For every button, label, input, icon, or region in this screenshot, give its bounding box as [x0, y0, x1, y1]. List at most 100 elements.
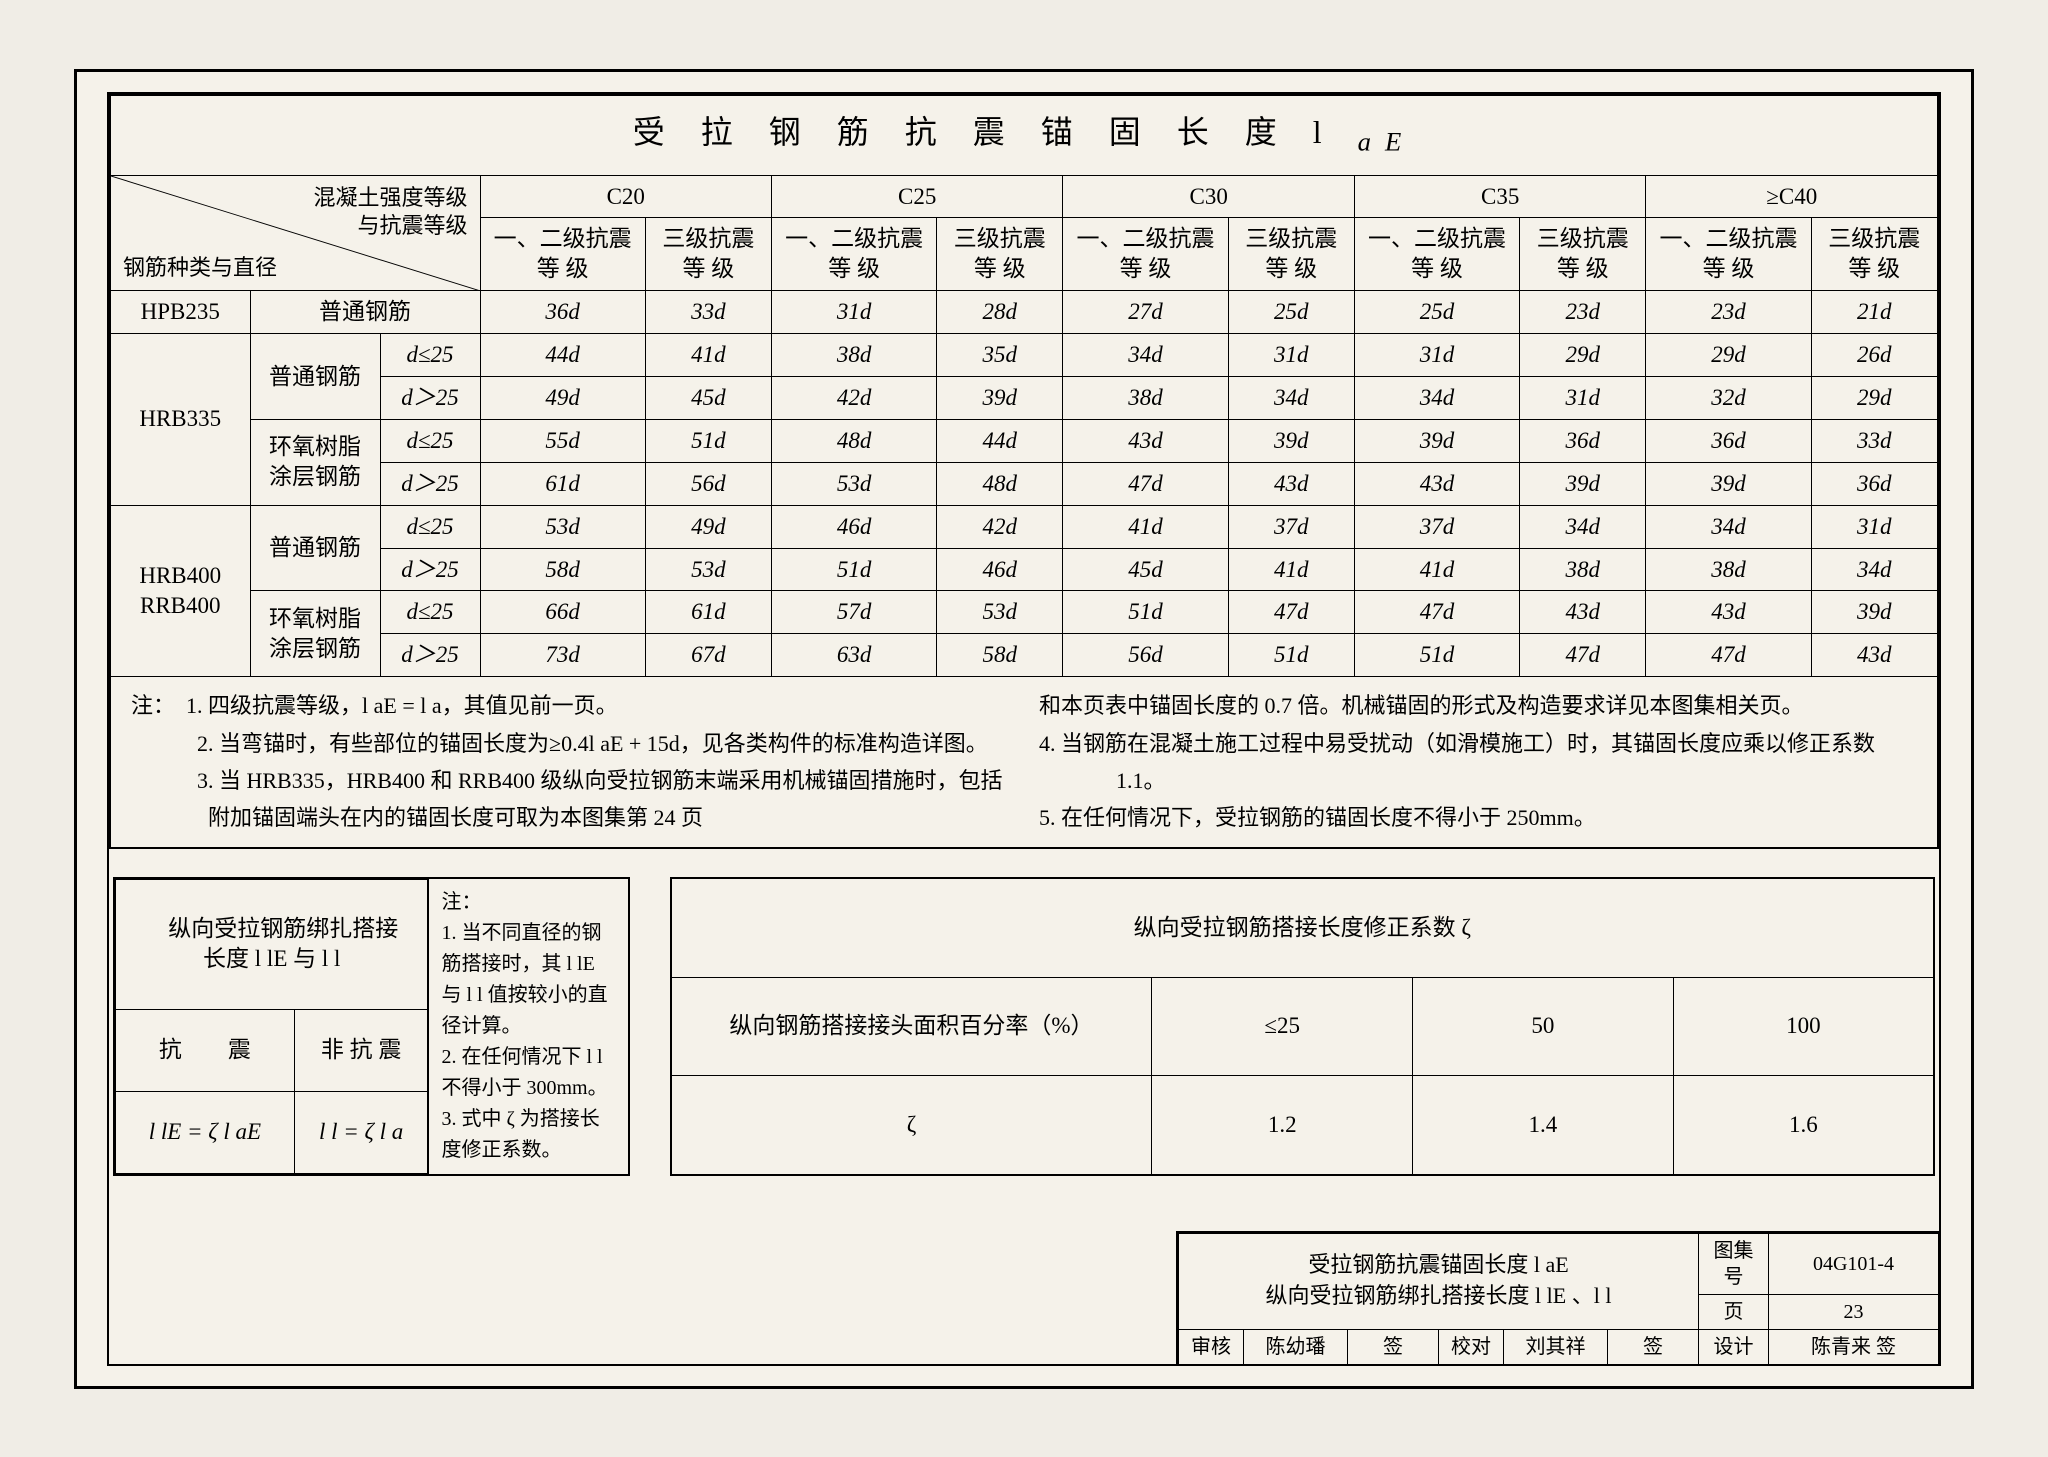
- anchorage-value: 39d: [1811, 591, 1938, 634]
- splice-formula-1: l lE = ζ l aE: [116, 1091, 295, 1173]
- anchorage-value: 51d: [771, 548, 936, 591]
- rebar-grade: HRB335: [110, 334, 250, 506]
- splice-length-table: 纵向受拉钢筋绑扎搭接长度 l lE 与 l l 抗 震 非 抗 震 l lE =…: [113, 877, 630, 1176]
- diameter-range: d≤25: [380, 505, 480, 548]
- anchorage-value: 47d: [1228, 591, 1354, 634]
- splice-note-item: 2. 在任何情况下 l l 不得小于 300mm。: [441, 1042, 615, 1104]
- anchorage-value: 67d: [645, 634, 771, 677]
- anchorage-value: 38d: [1063, 377, 1228, 420]
- anchorage-value: 44d: [480, 334, 645, 377]
- anchorage-value: 51d: [1354, 634, 1519, 677]
- anchorage-value: 32d: [1646, 377, 1811, 420]
- anchorage-value: 34d: [1811, 548, 1938, 591]
- anchorage-value: 43d: [1646, 591, 1811, 634]
- splice-notes: 注：1. 当不同直径的钢筋搭接时，其 l lE 与 l l 值按较小的直径计算。…: [428, 879, 627, 1174]
- zeta-row2-label: ζ: [671, 1075, 1152, 1174]
- grade-c40: ≥C40: [1646, 175, 1938, 218]
- anchorage-value: 43d: [1811, 634, 1938, 677]
- anchorage-value: 43d: [1354, 462, 1519, 505]
- anchorage-value: 58d: [480, 548, 645, 591]
- anchorage-value: 55d: [480, 419, 645, 462]
- main-table-notes: 注： 1. 四级抗震等级，l aE = l a，其值见前一页。 2. 当弯锚时，…: [110, 677, 1938, 848]
- splice-note-item: 3. 式中 ζ 为搭接长度修正系数。: [441, 1104, 615, 1166]
- grade-c35: C35: [1354, 175, 1645, 218]
- anchorage-value: 29d: [1811, 377, 1938, 420]
- splice-note-item: 1. 当不同直径的钢筋搭接时，其 l lE 与 l l 值按较小的直径计算。: [441, 918, 615, 1042]
- anchorage-value: 43d: [1063, 419, 1228, 462]
- anchorage-value: 42d: [937, 505, 1063, 548]
- anchorage-value: 61d: [645, 591, 771, 634]
- anchorage-value: 34d: [1228, 377, 1354, 420]
- anchorage-value: 56d: [1063, 634, 1228, 677]
- anchorage-value: 51d: [1228, 634, 1354, 677]
- anchorage-value: 63d: [771, 634, 936, 677]
- anchorage-value: 34d: [1063, 334, 1228, 377]
- anchorage-value: 47d: [1063, 462, 1228, 505]
- anchorage-value: 73d: [480, 634, 645, 677]
- seismic-level-3: 三级抗震等 级: [937, 218, 1063, 291]
- rebar-type: 环氧树脂涂层钢筋: [250, 591, 380, 677]
- anchorage-value: 61d: [480, 462, 645, 505]
- note-item: 3. 当 HRB335，HRB400 和 RRB400 级纵向受拉钢筋末端采用机…: [131, 762, 1009, 837]
- splice-seismic-header: 抗 震: [116, 1009, 295, 1091]
- anchorage-value: 33d: [1811, 419, 1938, 462]
- zeta-pct-50: 50: [1413, 977, 1674, 1075]
- design-name: 陈青来 签: [1769, 1329, 1939, 1364]
- rebar-type: 环氧树脂涂层钢筋: [250, 419, 380, 505]
- anchorage-value: 41d: [1063, 505, 1228, 548]
- diameter-range: d＞25: [380, 462, 480, 505]
- splice-note-item: 注：: [441, 887, 615, 918]
- anchorage-value: 29d: [1520, 334, 1646, 377]
- anchorage-value: 36d: [1811, 462, 1938, 505]
- anchorage-value: 38d: [1646, 548, 1811, 591]
- anchorage-value: 29d: [1646, 334, 1811, 377]
- splice-title: 纵向受拉钢筋绑扎搭接长度 l lE 与 l l: [116, 879, 428, 1009]
- anchorage-value: 31d: [1811, 505, 1938, 548]
- anchorage-value: 38d: [1520, 548, 1646, 591]
- diameter-range: d≤25: [380, 419, 480, 462]
- diameter-range: d＞25: [380, 548, 480, 591]
- anchorage-value: 37d: [1354, 505, 1519, 548]
- anchorage-value: 39d: [1228, 419, 1354, 462]
- main-anchorage-table: 受 拉 钢 筋 抗 震 锚 固 长 度 l aE 混凝土强度等级 与抗震等级 钢…: [109, 94, 1939, 849]
- anchorage-value: 21d: [1811, 291, 1938, 334]
- anchorage-value: 36d: [1646, 419, 1811, 462]
- anchorage-value: 31d: [1228, 334, 1354, 377]
- anchorage-value: 56d: [645, 462, 771, 505]
- anchorage-value: 28d: [937, 291, 1063, 334]
- set-label: 图集号: [1699, 1233, 1769, 1294]
- seismic-level-12: 一、二级抗震 等 级: [1646, 218, 1811, 291]
- anchorage-value: 46d: [937, 548, 1063, 591]
- anchorage-value: 36d: [480, 291, 645, 334]
- anchorage-value: 58d: [937, 634, 1063, 677]
- seismic-level-3: 三级抗震等 级: [1811, 218, 1938, 291]
- anchorage-value: 25d: [1354, 291, 1519, 334]
- rebar-type: 普通钢筋: [250, 334, 380, 420]
- anchorage-value: 41d: [1354, 548, 1519, 591]
- anchorage-value: 39d: [1354, 419, 1519, 462]
- page-label: 页: [1699, 1294, 1769, 1329]
- header-concrete-grade: 混凝土强度等级 与抗震等级: [313, 184, 467, 241]
- anchorage-value: 35d: [937, 334, 1063, 377]
- anchorage-value: 39d: [937, 377, 1063, 420]
- anchorage-value: 36d: [1520, 419, 1646, 462]
- anchorage-value: 47d: [1646, 634, 1811, 677]
- anchorage-value: 39d: [1646, 462, 1811, 505]
- anchorage-value: 25d: [1228, 291, 1354, 334]
- anchorage-value: 37d: [1228, 505, 1354, 548]
- anchorage-value: 48d: [771, 419, 936, 462]
- zeta-title: 纵向受拉钢筋搭接长度修正系数 ζ: [671, 878, 1934, 977]
- title-block: 受拉钢筋抗震锚固长度 l aE 纵向受拉钢筋绑扎搭接长度 l lE 、l l 图…: [1176, 1231, 1939, 1364]
- diagonal-header: 混凝土强度等级 与抗震等级 钢筋种类与直径: [110, 175, 480, 291]
- anchorage-value: 51d: [1063, 591, 1228, 634]
- anchorage-value: 27d: [1063, 291, 1228, 334]
- review-sig: 签: [1348, 1329, 1439, 1364]
- seismic-level-3: 三级抗震等 级: [1228, 218, 1354, 291]
- anchorage-value: 44d: [937, 419, 1063, 462]
- anchorage-value: 43d: [1228, 462, 1354, 505]
- seismic-level-3: 三级抗震等 级: [1520, 218, 1646, 291]
- diameter-range: d＞25: [380, 377, 480, 420]
- anchorage-value: 53d: [937, 591, 1063, 634]
- anchorage-value: 53d: [645, 548, 771, 591]
- seismic-level-12: 一、二级抗震 等 级: [771, 218, 936, 291]
